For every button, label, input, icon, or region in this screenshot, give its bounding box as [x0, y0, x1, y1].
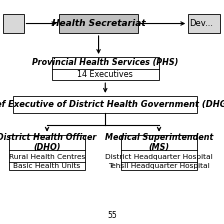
Text: Rural Health Centres: Rural Health Centres [9, 155, 85, 160]
Text: Provincial Health Services (PHS): Provincial Health Services (PHS) [32, 58, 178, 67]
Text: 14 Executives: 14 Executives [78, 70, 133, 79]
Text: Dev...: Dev... [190, 19, 214, 28]
Bar [188, 14, 220, 33]
Bar [3, 14, 24, 33]
Text: Chief Executive of District Health Government (DHG): Chief Executive of District Health Gover… [0, 100, 224, 109]
Text: District Headquarter Hospital: District Headquarter Hospital [105, 155, 213, 160]
Bar [13, 96, 197, 112]
Text: Basic Health Units: Basic Health Units [13, 163, 81, 169]
Bar [121, 135, 197, 170]
Text: Medical Superintendent
(MS): Medical Superintendent (MS) [105, 133, 213, 152]
Bar [52, 57, 159, 80]
Bar [9, 135, 85, 170]
Text: 55: 55 [107, 211, 117, 220]
Text: District Health Officer
(DHO): District Health Officer (DHO) [0, 133, 97, 152]
Bar [59, 14, 138, 33]
Text: Tehsil Headquarter Hospital: Tehsil Headquarter Hospital [108, 163, 210, 169]
Text: Health Secretariat: Health Secretariat [52, 19, 145, 28]
